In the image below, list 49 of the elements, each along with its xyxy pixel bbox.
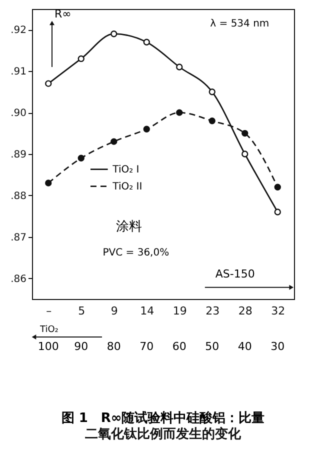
text: 70 — [140, 340, 154, 353]
x-tick-label: 19 — [172, 304, 187, 318]
x-tick-label: 14 — [140, 304, 154, 318]
y-tick-label: .92 — [10, 25, 26, 36]
text: 50 — [205, 340, 220, 353]
point — [143, 38, 150, 46]
x-tick-label: 28 — [238, 304, 252, 318]
y-tick-label: .86 — [10, 274, 26, 285]
x-tick-label: 23 — [206, 304, 220, 318]
text: TiO₂ — [39, 325, 59, 335]
point — [110, 30, 118, 38]
annotation: 涂料 — [116, 220, 142, 234]
point — [143, 126, 150, 132]
point — [274, 184, 281, 190]
point — [242, 130, 248, 137]
text: 80 — [106, 340, 121, 353]
text: 图 1 R∞随试验料中硅酸铝：比量 — [61, 410, 265, 426]
point — [274, 208, 281, 216]
y-tick-label: .91 — [10, 66, 26, 78]
x-tick-label: – — [46, 304, 52, 318]
legend-label: TiO₂ II — [112, 181, 142, 192]
annotation: λ = 534 nm — [210, 18, 270, 30]
x-tick-label: 5 — [78, 304, 86, 318]
text: 60 — [172, 340, 186, 353]
y-tick-label: .88 — [10, 190, 26, 202]
point — [242, 150, 248, 158]
text: 40 — [238, 340, 252, 353]
point — [78, 55, 84, 62]
y-tick-label: .87 — [10, 232, 26, 244]
x-tick-label: 9 — [110, 304, 118, 318]
annotation: AS-150 — [215, 267, 255, 280]
x-tick-label: 32 — [271, 304, 286, 318]
text: 100 — [38, 340, 59, 353]
point — [78, 154, 84, 162]
text: 30 — [270, 340, 285, 353]
y-axis-title: R∞ — [54, 8, 72, 20]
legend-label: TiO₂ I — [112, 164, 140, 176]
y-tick-label: .90 — [10, 108, 26, 120]
text: 90 — [74, 340, 88, 353]
text: 二氧化钛比例而发生的变化 — [85, 426, 242, 442]
point — [208, 88, 216, 96]
point — [176, 64, 183, 70]
point — [45, 180, 52, 186]
point — [208, 118, 216, 124]
point — [176, 109, 183, 116]
point — [110, 138, 118, 145]
point — [45, 80, 52, 87]
y-tick-label: .89 — [10, 150, 26, 160]
annotation: PVC = 36,0% — [102, 248, 170, 259]
